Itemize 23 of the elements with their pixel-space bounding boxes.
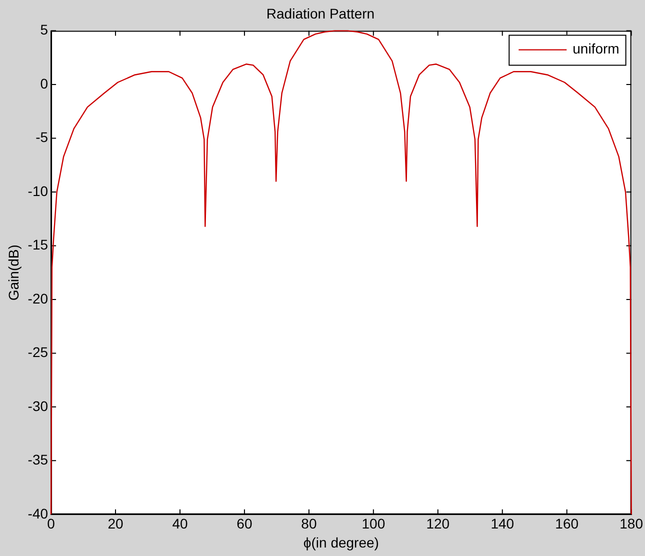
x-tick-label: 180	[620, 516, 644, 532]
y-tick-label: 0	[40, 75, 48, 92]
x-tick-label: 80	[301, 516, 317, 532]
x-tick-label: 100	[362, 516, 386, 532]
y-tick-label: -40	[28, 505, 48, 522]
y-tick-label: 5	[40, 22, 48, 38]
x-tick-label: 40	[172, 516, 188, 532]
x-tick-label: 120	[426, 516, 450, 532]
legend-label: uniform	[572, 40, 620, 57]
y-tick-label: -15	[28, 236, 48, 253]
y-tick-label: -30	[28, 398, 48, 414]
y-tick-label: -10	[28, 182, 48, 199]
y-tick-label: -5	[36, 129, 48, 146]
y-axis-title: Gain(dB)	[5, 244, 22, 301]
chart-title: Radiation Pattern	[266, 5, 375, 22]
x-tick-label: 160	[555, 516, 579, 532]
x-axis-title: ϕ(in degree)	[303, 534, 379, 550]
y-tick-label: -35	[28, 452, 48, 468]
y-tick-label: -20	[28, 290, 48, 306]
x-tick-label: 60	[236, 516, 252, 532]
x-tick-label: 20	[108, 516, 124, 532]
y-tick-label: -25	[28, 344, 48, 360]
x-tick-label: 140	[490, 516, 514, 532]
